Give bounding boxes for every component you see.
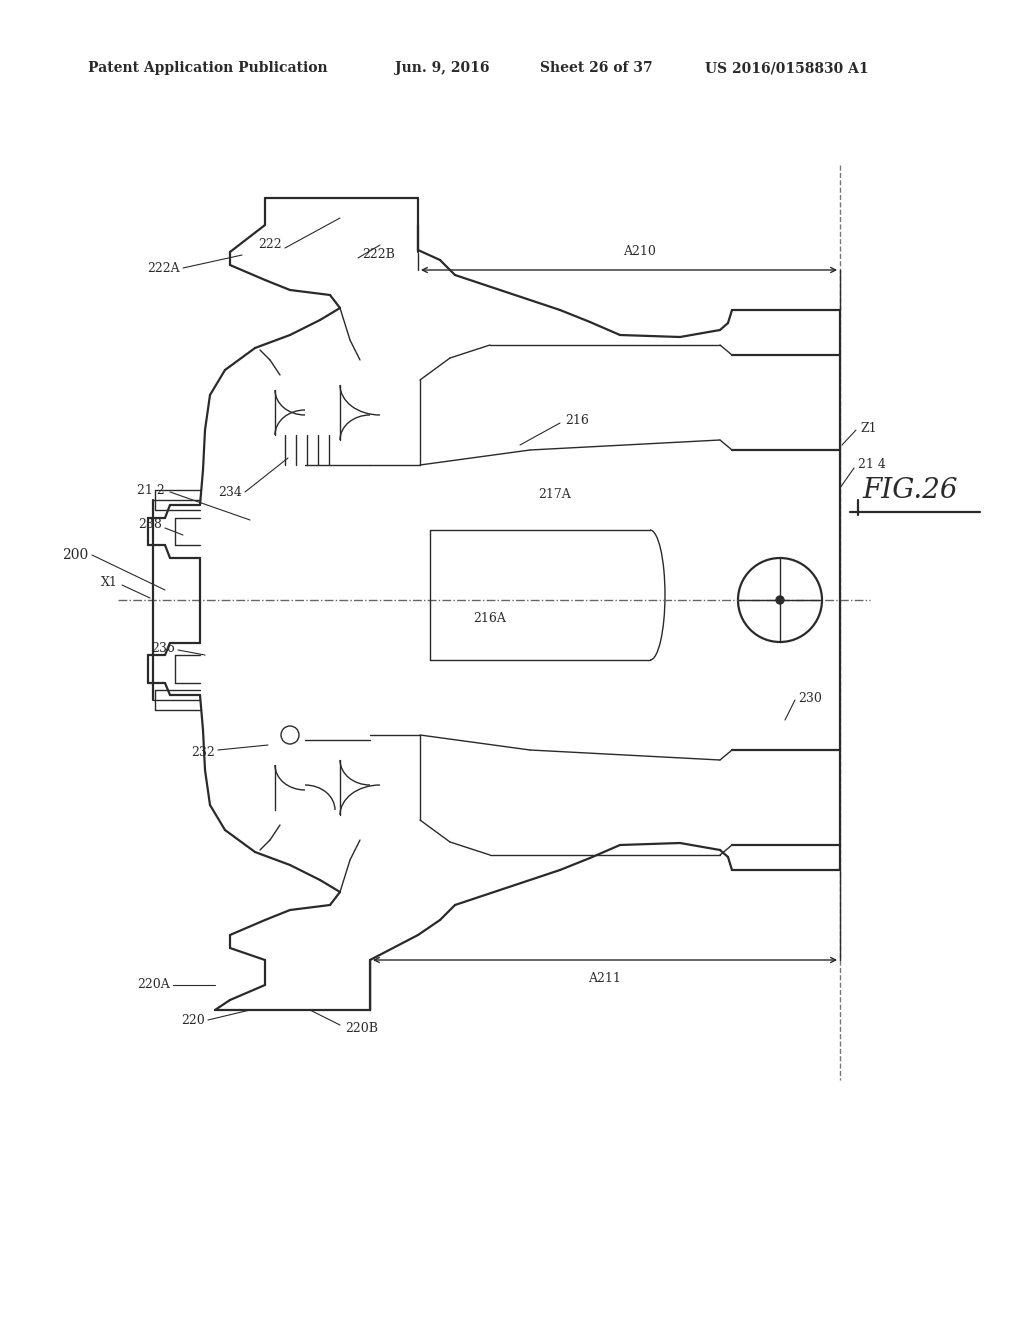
Text: 220A: 220A: [137, 978, 170, 991]
Text: 21 2: 21 2: [137, 483, 165, 496]
Text: US 2016/0158830 A1: US 2016/0158830 A1: [705, 61, 868, 75]
Text: 220B: 220B: [345, 1022, 378, 1035]
Text: 222B: 222B: [362, 248, 395, 261]
Text: FIG.26: FIG.26: [862, 477, 957, 503]
Text: Z1: Z1: [860, 421, 877, 434]
Text: 217A: 217A: [539, 488, 571, 502]
Text: 234: 234: [218, 486, 242, 499]
Text: Jun. 9, 2016: Jun. 9, 2016: [395, 61, 489, 75]
Text: 230: 230: [798, 692, 822, 705]
Text: 21 4: 21 4: [858, 458, 886, 471]
Text: X1: X1: [101, 577, 118, 590]
Text: A211: A211: [589, 972, 622, 985]
Text: 216: 216: [565, 413, 589, 426]
Text: 238: 238: [138, 519, 162, 532]
Text: 220: 220: [181, 1014, 205, 1027]
Text: 222A: 222A: [147, 261, 180, 275]
Text: 236: 236: [152, 642, 175, 655]
Text: Sheet 26 of 37: Sheet 26 of 37: [540, 61, 652, 75]
Text: 216A: 216A: [473, 611, 507, 624]
Text: 200: 200: [61, 548, 88, 562]
Circle shape: [776, 597, 784, 605]
Text: 222: 222: [258, 239, 282, 252]
Text: A210: A210: [624, 246, 656, 257]
Text: 232: 232: [191, 746, 215, 759]
Text: Patent Application Publication: Patent Application Publication: [88, 61, 328, 75]
